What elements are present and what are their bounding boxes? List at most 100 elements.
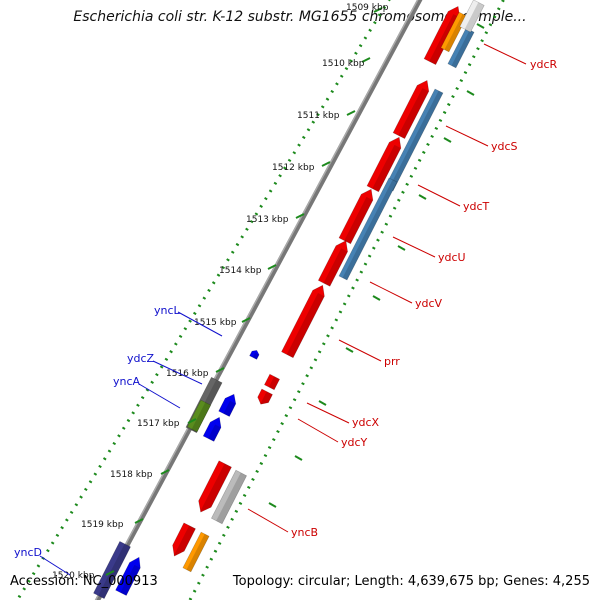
gene-ydcY-mark [257, 388, 273, 405]
right-tick-3 [418, 194, 427, 200]
gene-label-ydcY: ydcY [341, 436, 368, 449]
gene-yncD-mark [115, 556, 141, 596]
tick-label-4: 1513 kbp [246, 215, 289, 225]
tick-label-1: 1510 kbp [322, 59, 365, 69]
gene-label-ydcZ: ydcZ [127, 352, 155, 365]
gene-yncL-mark [249, 350, 260, 360]
tick-6 [241, 317, 251, 323]
track-purple-shade [98, 543, 131, 599]
track-olive [186, 399, 212, 433]
leader-yncB [247, 508, 289, 533]
gene-yncA-mark-shade [208, 424, 221, 442]
track-gray-1 [210, 469, 248, 525]
right-tick-1 [466, 90, 475, 96]
gene-ydcZ-mark-shade [223, 400, 236, 417]
gene-label-yncL: yncL [154, 304, 181, 317]
gene-ydcS-mark-shade [398, 88, 429, 139]
leader-ydcZ [152, 360, 203, 385]
gene-label-ydcV: ydcV [415, 297, 443, 310]
right-dotted-track [188, 0, 506, 600]
right-tick-8 [294, 455, 303, 461]
track-blue-3-shade [342, 179, 397, 280]
gene-label-ydcT: ydcT [463, 200, 490, 213]
leader-yncL [177, 311, 223, 337]
tick-label-8: 1517 kbp [137, 419, 180, 429]
leader-ydcS [445, 125, 489, 147]
gene-label-prr: prr [384, 355, 400, 368]
gene-prr-mark-shade [286, 293, 325, 358]
gene-label-yncB: yncB [291, 526, 318, 539]
gene-ydcX-mark-shade [268, 376, 280, 390]
track-purple [93, 540, 131, 600]
track-blue-1 [447, 27, 475, 69]
accession-text: Accession: NC_000913 [10, 574, 158, 589]
tick-label-9: 1518 kbp [110, 470, 153, 480]
gene-label-ydcR: ydcR [530, 58, 558, 71]
gene-yncA-mark [202, 416, 222, 442]
track-blue-3 [338, 177, 398, 281]
track-blue-2-shade [388, 90, 443, 191]
tick-label-10: 1519 kbp [81, 520, 124, 530]
leader-ydcV [369, 281, 413, 304]
gene-ydcU-mark-shade [344, 196, 373, 244]
tick-10 [134, 518, 144, 524]
leader-yncD [39, 555, 71, 576]
tick-0 [373, 7, 383, 13]
gene-ydcT-mark-shade [372, 144, 401, 192]
gene-ydcX-mark [263, 373, 281, 391]
right-tick-6 [345, 347, 354, 353]
track-orange-2 [182, 531, 210, 573]
leader-prr [338, 339, 382, 362]
gene-yncL-mark-shade [252, 352, 260, 360]
backbone-highlight [94, 0, 419, 600]
leader-yncA [138, 383, 181, 409]
tick-3 [321, 161, 331, 167]
right-tick-9 [268, 502, 277, 508]
gene-ydcT-mark [366, 136, 402, 193]
gene-ydcR-mark [423, 5, 461, 66]
tick-label-0: 1509 kbp [346, 3, 389, 13]
gene-extra-red-mark [172, 522, 196, 557]
gene-label-yncD: yncD [14, 546, 42, 559]
gene-ydcS-mark [392, 79, 430, 140]
tick-1 [361, 57, 371, 63]
leader-ydcU [392, 236, 436, 258]
gene-prr-mark [281, 284, 325, 359]
tick-5 [267, 264, 277, 270]
genome-summary-text: Topology: circular; Length: 4,639,675 bp… [232, 574, 590, 589]
tick-label-5: 1514 kbp [219, 266, 262, 276]
tick-label-11: 1520 kbp [52, 571, 95, 581]
tick-7 [215, 367, 225, 373]
right-tick-0 [476, 23, 485, 29]
gene-ydcV-mark [317, 240, 348, 287]
tick-9 [160, 469, 170, 475]
gene-ydcU-mark [338, 188, 374, 245]
gene-label-yncA: yncA [113, 375, 141, 388]
leader-ydcY [297, 418, 339, 443]
gene-label-ydcS: ydcS [491, 140, 518, 153]
leader-ydcT [417, 184, 461, 207]
gene-ydcV-mark-shade [323, 248, 348, 287]
gene-yncD-mark-shade [120, 564, 141, 596]
right-tick-7 [318, 400, 327, 406]
track-ghost-top-shade [464, 2, 485, 33]
right-tick-2 [443, 137, 452, 143]
tick-label-2: 1511 kbp [297, 111, 340, 121]
tick-8 [187, 418, 197, 424]
track-ghost-top [459, 0, 485, 33]
gene-label-ydcU: ydcU [438, 251, 466, 264]
track-olive-shade [191, 402, 211, 432]
leader-ydcR [483, 43, 527, 65]
right-tick-4 [397, 245, 406, 251]
track-blue-1-shade [451, 30, 475, 68]
gene-ydcY-mark-shade [260, 391, 273, 404]
tick-label-6: 1515 kbp [194, 318, 237, 328]
gene-yncB-mark [198, 460, 232, 513]
track-orange-2-shade [186, 534, 210, 572]
right-tick-5 [372, 295, 381, 301]
track-gray-1-shade [216, 472, 247, 524]
gene-ydcZ-mark [218, 393, 237, 417]
tick-label-7: 1516 kbp [166, 369, 209, 379]
tick-label-3: 1512 kbp [272, 163, 315, 173]
